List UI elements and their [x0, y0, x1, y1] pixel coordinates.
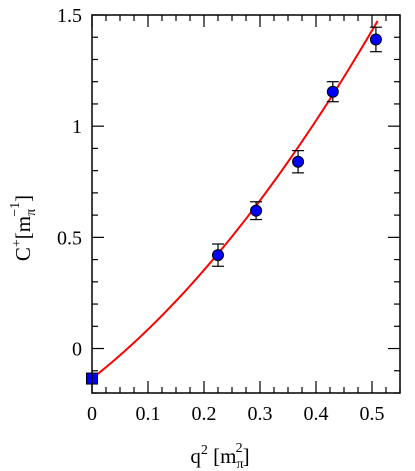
- data-point: [212, 243, 224, 267]
- y-axis-title-sup: +: [10, 239, 25, 247]
- data-point: [326, 81, 339, 103]
- y-axis-title-close: ]: [11, 195, 35, 202]
- x-tick-label: 0.4: [304, 403, 329, 425]
- circle-marker: [326, 85, 339, 98]
- y-axis-title-unit-sup: −1: [8, 202, 23, 217]
- y-tick-label: 0.5: [57, 227, 82, 249]
- data-point: [250, 201, 263, 221]
- y-axis-title-unit-sub: π: [24, 209, 39, 216]
- x-tick-label: 0.2: [192, 403, 217, 425]
- x-axis-title: q2 [mπ2]: [190, 441, 249, 471]
- x-tick-label: 0.5: [360, 403, 385, 425]
- x-axis-title-unit-sup: 2: [236, 441, 243, 456]
- circle-marker: [369, 33, 382, 46]
- y-axis-title: C+[mπ−1]: [8, 195, 39, 261]
- x-axis-title-base: q: [190, 444, 201, 468]
- data-point: [369, 26, 382, 53]
- data-points: [86, 26, 382, 385]
- circle-marker: [250, 204, 263, 217]
- y-tick-label: 0: [72, 339, 82, 361]
- axis-ticks: [91, 14, 401, 394]
- x-tick-label: 0: [87, 403, 97, 425]
- y-tick-label: 1.5: [57, 5, 82, 27]
- y-tick-label: 1: [72, 116, 82, 138]
- x-tick-label: 0.1: [136, 403, 161, 425]
- plot-frame: [91, 14, 401, 394]
- x-axis-title-close: ]: [243, 444, 250, 468]
- circle-marker: [292, 155, 305, 168]
- x-axis-title-unit-sub: π: [237, 457, 244, 471]
- y-axis-title-base: C: [11, 247, 35, 261]
- y-axis-title-open: [m: [11, 216, 35, 239]
- fit-curve: [91, 20, 379, 380]
- x-tick-label: 0.3: [248, 403, 273, 425]
- x-axis-title-open: [m: [208, 444, 237, 468]
- tick-labels: 0 0.1 0.2 0.3 0.4 0.5 0 0.5 1 1.5: [57, 5, 385, 425]
- x-axis-title-sup: 2: [201, 443, 208, 458]
- data-point: [292, 150, 305, 174]
- circle-marker: [212, 249, 224, 262]
